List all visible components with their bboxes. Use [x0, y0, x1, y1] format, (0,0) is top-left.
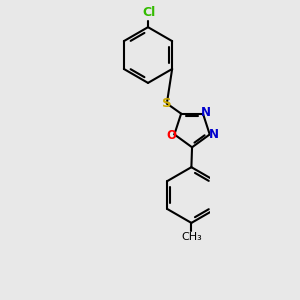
Text: N: N: [209, 128, 219, 141]
Text: Cl: Cl: [142, 5, 155, 19]
Text: N: N: [201, 106, 211, 119]
Text: S: S: [162, 97, 172, 110]
Text: O: O: [167, 129, 177, 142]
Text: CH₃: CH₃: [181, 232, 202, 242]
